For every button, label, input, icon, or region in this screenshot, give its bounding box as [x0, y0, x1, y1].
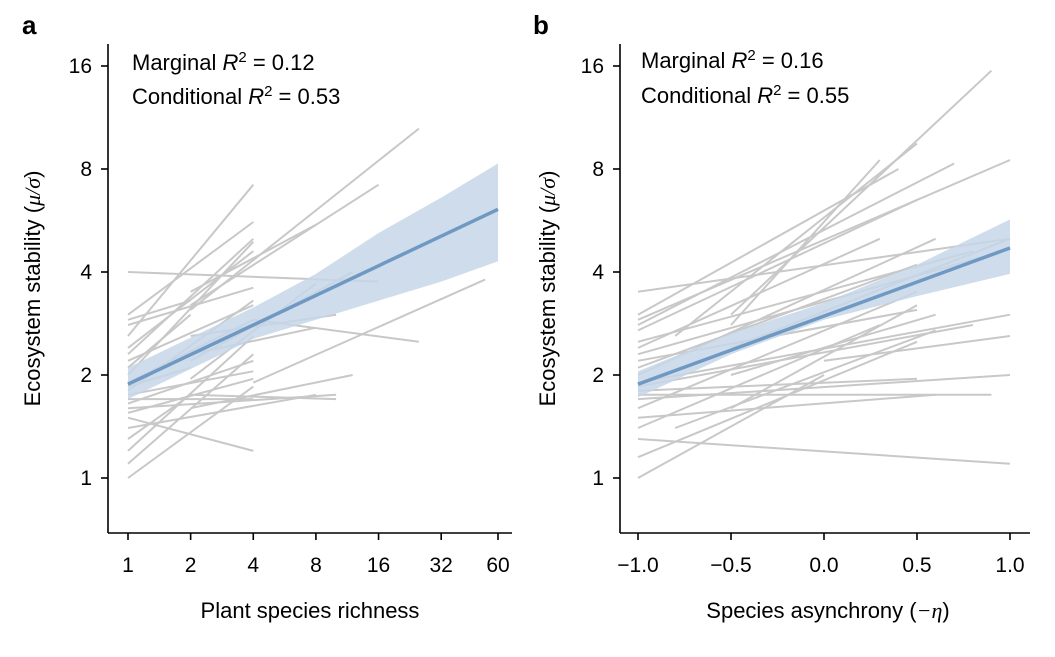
x-tick-label: 8 — [310, 554, 322, 577]
site-line — [674, 142, 918, 337]
site-line — [127, 393, 192, 440]
x-tick-label: 32 — [430, 554, 453, 577]
site-line — [127, 286, 254, 326]
y-tick-label: 16 — [581, 55, 604, 78]
y-tick-label: 2 — [592, 364, 604, 387]
y-tick-label: 8 — [80, 158, 92, 181]
marginal-r2-label: Marginal R2 = 0.16 — [641, 47, 824, 74]
site-line — [127, 393, 317, 429]
site-line — [637, 162, 955, 326]
panel-letter: a — [22, 10, 37, 40]
site-line — [637, 159, 1011, 321]
site-line — [127, 184, 255, 337]
site-line — [127, 393, 337, 410]
x-tick-label: 0.0 — [809, 554, 838, 577]
site-line — [190, 393, 337, 401]
site-line — [823, 335, 1011, 362]
y-tick-label: 4 — [80, 261, 92, 284]
x-tick-label: 1 — [122, 554, 134, 577]
site-line — [190, 374, 353, 410]
site-line — [637, 340, 918, 459]
site-line — [674, 329, 936, 429]
panel-letter: b — [533, 10, 549, 40]
site-line — [637, 438, 1011, 465]
y-tick-label: 16 — [69, 55, 92, 78]
x-tick-label: 4 — [247, 554, 259, 577]
site-line — [127, 370, 254, 396]
site-line — [637, 237, 1011, 293]
site-line — [127, 299, 191, 321]
y-axis-label: Ecosystem stability (μ/σ) — [535, 171, 560, 407]
x-tick-label: −0.5 — [710, 554, 751, 577]
site-line — [127, 238, 254, 355]
site-line — [127, 335, 254, 452]
x-tick-label: 1.0 — [995, 554, 1024, 577]
conditional-r2-label: Conditional R2 = 0.55 — [641, 82, 849, 109]
site-line — [637, 393, 936, 419]
site-line — [127, 241, 255, 376]
y-tick-label: 1 — [592, 467, 604, 490]
site-line — [637, 198, 918, 332]
x-axis-label: Plant species richness — [201, 598, 420, 623]
confidence-band — [128, 163, 498, 400]
site-line — [127, 250, 254, 349]
site-line — [730, 69, 993, 316]
panel-a: 1 2 4 8 16 1 2 4 8 16 32 60 a Marginal R2 = 0.12 Condi… — [20, 10, 512, 623]
x-axis-label: Species asynchrony (−η) — [706, 598, 949, 623]
fit-line — [637, 246, 1011, 386]
confidence-band — [638, 219, 1010, 398]
x-tick-label: 0.5 — [902, 554, 931, 577]
site-line — [637, 263, 918, 369]
panel-b: 1 2 4 8 16 −1.0 −0.5 0.0 0.5 1.0 b Marginal R2 = 0.… — [533, 10, 1030, 623]
x-tick-label: 60 — [486, 554, 509, 577]
y-tick-label: 8 — [592, 158, 604, 181]
site-line — [190, 223, 317, 293]
site-line — [127, 385, 254, 479]
site-line — [127, 416, 254, 452]
x-tick-label: 16 — [367, 554, 390, 577]
y-axis-label: Ecosystem stability (μ/σ) — [20, 171, 45, 407]
site-line — [127, 221, 254, 316]
site-line — [127, 313, 192, 369]
x-tick-label: 2 — [185, 554, 197, 577]
site-line — [190, 183, 380, 307]
conditional-r2-label: Conditional R2 = 0.53 — [132, 83, 340, 110]
site-line — [637, 324, 973, 388]
x-tick-label: −1.0 — [617, 554, 658, 577]
site-line — [127, 353, 254, 465]
site-line — [127, 304, 254, 362]
site-line — [637, 377, 918, 392]
fit-line — [127, 207, 499, 386]
marginal-r2-label: Marginal R2 = 0.12 — [132, 49, 315, 76]
site-line — [637, 313, 1011, 384]
site-line — [252, 278, 486, 384]
site-line — [730, 159, 881, 326]
site-line — [730, 304, 918, 410]
y-tick-label: 4 — [592, 261, 604, 284]
y-tick-label: 1 — [80, 467, 92, 490]
site-line — [730, 313, 936, 376]
y-tick-label: 2 — [80, 364, 92, 387]
